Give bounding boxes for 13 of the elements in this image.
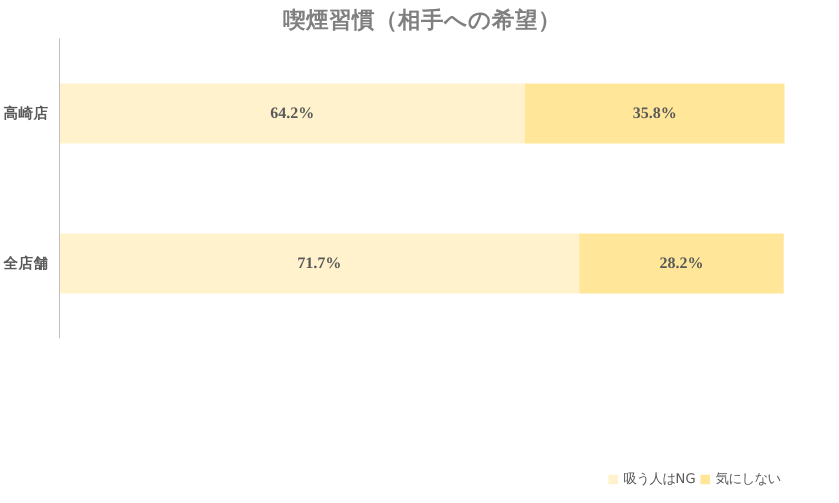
data-label: 35.8%	[632, 105, 677, 122]
bar	[60, 84, 525, 144]
chart-title: 喫煙習慣（相手への希望）	[283, 8, 561, 34]
data-label: 64.2%	[270, 105, 314, 122]
legend-label: 吸う人はNG	[623, 471, 696, 488]
data-label: 71.7%	[297, 255, 342, 272]
bar	[579, 234, 784, 294]
bar	[524, 84, 784, 144]
data-label: 28.2%	[660, 255, 704, 272]
y-tick-label: 全店舗	[2, 254, 48, 272]
y-tick-label: 高崎店	[4, 104, 48, 122]
bar	[60, 234, 580, 294]
legend-label: 気にしない	[716, 471, 781, 488]
